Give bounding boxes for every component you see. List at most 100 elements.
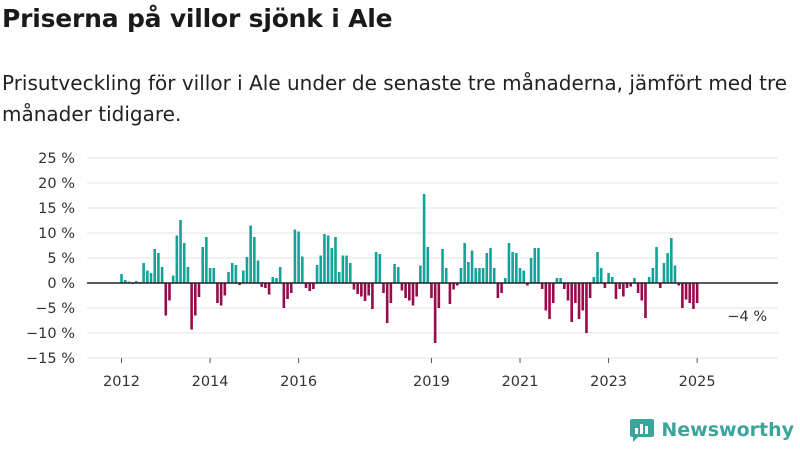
bar <box>186 267 190 283</box>
bar <box>275 278 278 283</box>
bar <box>160 267 164 283</box>
bar <box>182 243 186 283</box>
bar <box>120 274 123 283</box>
x-tick-label: 2012 <box>103 374 140 390</box>
bar <box>437 283 441 308</box>
bar <box>430 283 433 298</box>
bar <box>515 253 518 283</box>
x-tick-label: 2021 <box>502 374 539 390</box>
bar <box>146 270 149 283</box>
y-tick-label: 10 % <box>38 226 75 242</box>
bar <box>330 248 334 283</box>
bar <box>503 278 507 283</box>
bar <box>360 283 363 297</box>
bar <box>197 283 201 297</box>
y-tick-label: −15 % <box>26 351 75 367</box>
bar <box>677 283 680 286</box>
x-tick-label: 2019 <box>413 374 450 390</box>
newsworthy-logo-icon <box>630 419 655 442</box>
bar <box>662 263 666 283</box>
bar <box>208 268 212 283</box>
bar <box>481 268 485 283</box>
y-tick-label: 0 % <box>47 276 75 292</box>
bar <box>603 283 607 288</box>
bar <box>496 283 500 298</box>
bar <box>467 262 470 283</box>
x-axis-ticks: 2012 2014 2016 2019 2021 2023 2025 <box>103 358 716 390</box>
bar <box>219 283 223 306</box>
annotations: −4 % <box>727 309 767 325</box>
bar <box>695 283 699 303</box>
bar <box>651 268 655 283</box>
bar <box>134 281 138 283</box>
bar <box>419 265 422 283</box>
bar <box>127 281 131 283</box>
bar <box>230 263 234 283</box>
bar <box>570 283 573 322</box>
bar <box>507 243 511 283</box>
bar <box>293 229 297 283</box>
x-tick-label: 2023 <box>590 374 627 390</box>
bar <box>297 231 300 283</box>
bar <box>164 283 168 316</box>
bar <box>227 272 230 283</box>
bar <box>179 220 182 283</box>
y-tick-label: 5 % <box>47 251 75 267</box>
bar <box>681 283 684 308</box>
bar <box>673 265 677 283</box>
bar <box>304 283 308 288</box>
bar <box>526 283 529 286</box>
x-tick-label: 2014 <box>192 374 229 390</box>
bar <box>153 249 157 283</box>
bar <box>448 283 452 304</box>
bar <box>264 283 267 288</box>
bar <box>326 235 330 283</box>
bar <box>511 252 514 283</box>
bar <box>540 283 544 289</box>
bar <box>692 283 695 309</box>
bar <box>289 283 293 293</box>
bar <box>592 277 596 283</box>
bar <box>577 283 581 319</box>
bar <box>371 283 374 309</box>
bar <box>374 252 378 283</box>
bar <box>640 283 644 301</box>
bar <box>688 283 692 303</box>
bar <box>670 238 673 283</box>
bar <box>190 283 193 330</box>
bar <box>345 255 348 283</box>
bar <box>260 283 264 287</box>
bar <box>588 283 592 298</box>
bar <box>157 253 160 283</box>
value-annotation: −4 % <box>727 309 767 325</box>
bar <box>341 255 345 283</box>
bar <box>563 283 566 289</box>
y-tick-label: −5 % <box>35 301 75 317</box>
bar <box>622 283 625 297</box>
bar <box>149 273 153 283</box>
bar <box>636 283 640 293</box>
bar <box>249 225 252 283</box>
bar <box>223 283 227 296</box>
bar <box>393 264 396 283</box>
bar <box>470 250 474 283</box>
bar <box>286 283 289 299</box>
bar <box>241 270 245 283</box>
bar <box>548 283 551 319</box>
bar <box>404 283 407 298</box>
bar <box>389 283 393 303</box>
y-tick-label: 15 % <box>38 201 75 217</box>
bar <box>253 237 256 283</box>
bar <box>396 267 400 283</box>
x-tick-label: 2016 <box>280 374 317 390</box>
chart-title: Priserna på villor sjönk i Ale <box>2 4 393 33</box>
bar <box>452 283 455 290</box>
y-tick-label: −10 % <box>26 326 75 342</box>
bar <box>216 283 219 303</box>
bar <box>234 265 238 283</box>
bar <box>123 280 127 283</box>
bar <box>647 277 651 283</box>
bar <box>400 283 404 291</box>
bar <box>574 283 577 303</box>
